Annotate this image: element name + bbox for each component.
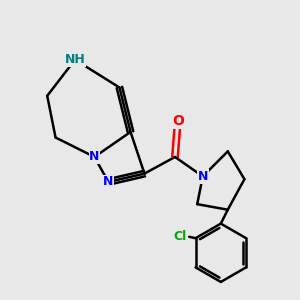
Text: N: N bbox=[198, 170, 208, 183]
Text: N: N bbox=[103, 176, 113, 188]
Text: O: O bbox=[172, 114, 184, 128]
Text: N: N bbox=[89, 150, 100, 164]
Text: NH: NH bbox=[64, 53, 86, 66]
Text: Cl: Cl bbox=[174, 230, 187, 243]
